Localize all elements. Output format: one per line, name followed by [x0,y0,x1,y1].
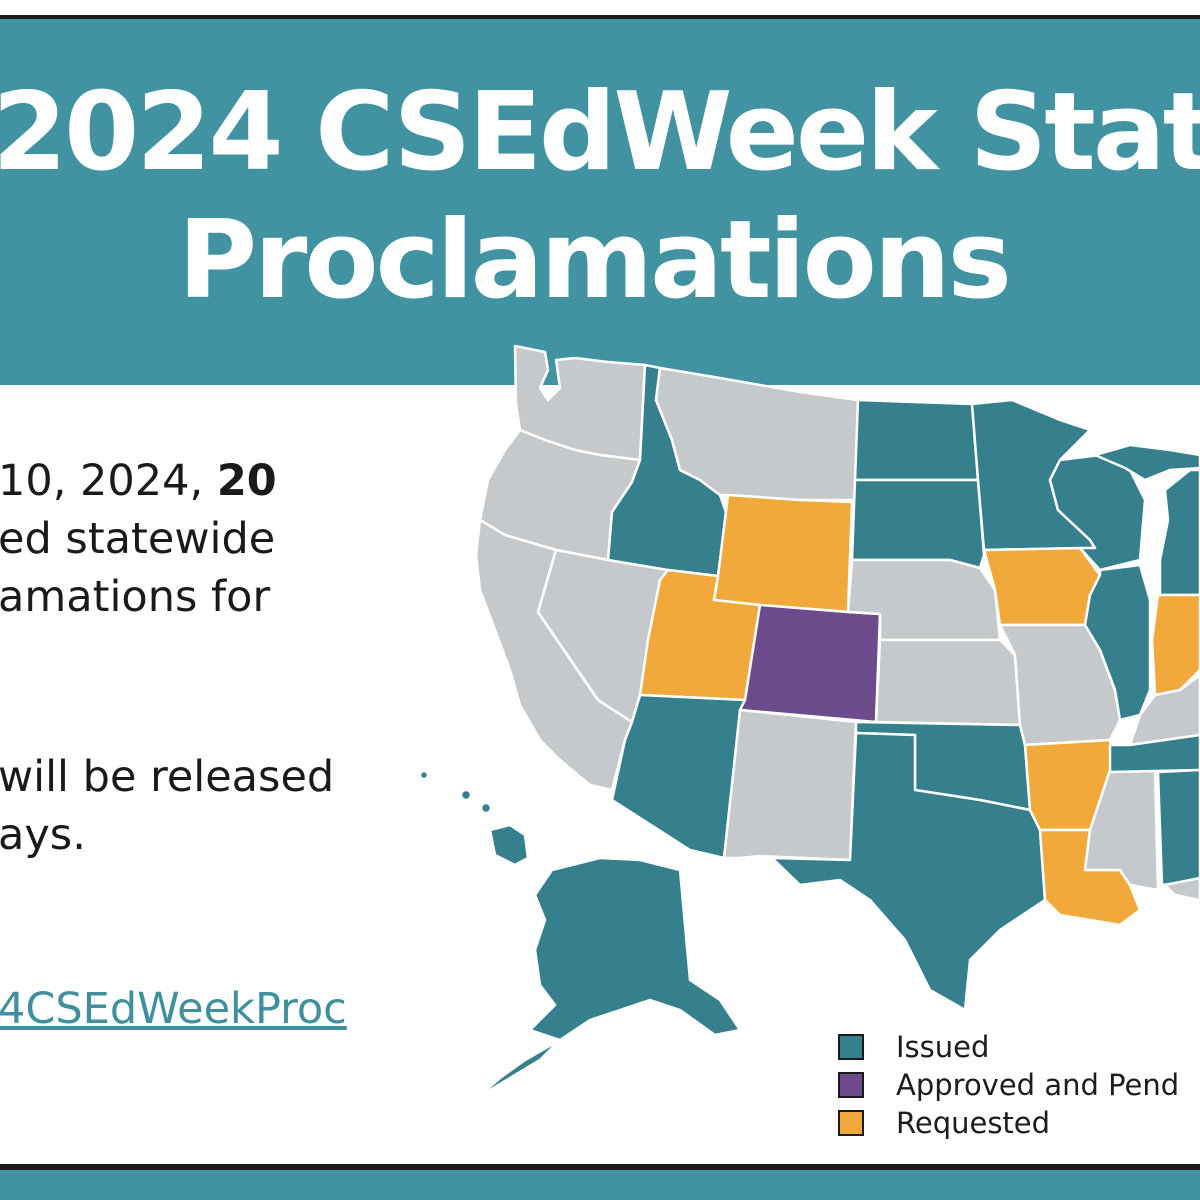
state-texas[interactable] [770,731,1047,1012]
top-border [0,0,1200,19]
state-tennessee[interactable] [1108,733,1200,774]
state-florida[interactable] [1163,876,1200,902]
legend-label-issued: Issued [896,1030,990,1064]
release-line-1: will be released [0,752,335,802]
state-alaska[interactable] [528,856,742,1042]
page-title-line-2: Proclamations [178,198,1012,323]
intro-line-2: ed statewide [0,514,276,564]
state-wyoming[interactable] [712,493,854,614]
issued-count: 20 [216,456,277,506]
state-mississippi[interactable] [1083,768,1160,892]
state-hawaii-2[interactable] [459,788,473,802]
state-michigan-upper[interactable] [1093,443,1200,482]
bottom-border [0,1164,1200,1170]
state-kansas[interactable] [874,638,1022,727]
state-south-dakota[interactable] [850,478,986,570]
state-new-mexico[interactable] [722,708,858,862]
title-banner: 2024 CSEdWeek State Proclamations [0,19,1200,385]
legend-label-approved: Approved and Pend [896,1068,1180,1102]
release-line-2: ays. [0,810,86,860]
state-alabama[interactable] [1156,768,1200,887]
legend-label-requested: Requested [896,1106,1051,1140]
legend-swatch-issued [838,1034,864,1060]
state-arizona[interactable] [610,693,747,860]
proclamation-link[interactable]: 4CSEdWeekProc [0,984,347,1034]
legend-swatch-requested [838,1110,864,1136]
state-colorado[interactable] [738,603,882,724]
page-title-line-1: 2024 CSEdWeek State [0,70,1200,195]
state-illinois[interactable] [1083,563,1152,722]
bottom-bar [0,1170,1200,1200]
state-alaska-islands[interactable] [478,1038,562,1097]
release-paragraph: will be released ays. [0,748,334,864]
state-hawaii-4[interactable] [488,823,530,867]
intro-paragraph: 10, 2024, 20 ed statewide amations for [0,452,277,626]
legend-swatch-approved [838,1072,864,1098]
state-north-dakota[interactable] [853,398,980,482]
intro-line-1: 10, 2024, [0,456,217,506]
state-hawaii-1[interactable] [418,769,430,781]
state-iowa[interactable] [982,546,1102,627]
state-michigan[interactable] [1158,468,1200,597]
state-hawaii-3[interactable] [479,801,493,815]
intro-line-3: amations for [0,572,271,622]
